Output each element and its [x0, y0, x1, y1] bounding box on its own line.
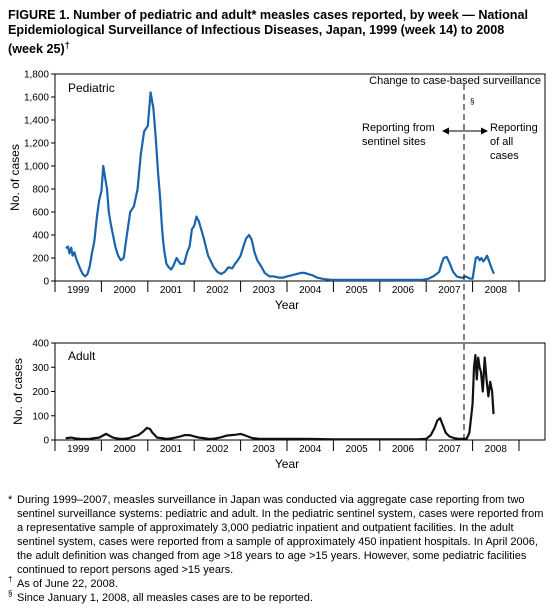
pediatric-y-tick-label: 1,200: [24, 139, 49, 150]
adult-y-tick-label: 100: [32, 411, 49, 422]
pediatric-y-tick-label: 1,800: [24, 70, 49, 81]
change-label: Change to case-based surveillance: [369, 75, 541, 87]
title-line-3-text: (week 25): [8, 42, 65, 57]
pediatric-panel: 0 200 400 600 800 1,000 1,200 1,400 1,600 1,800 19…: [8, 70, 546, 312]
adult-panel-label: Adult: [68, 349, 96, 363]
adult-x-tick-label: 1999: [67, 444, 90, 455]
reporting-arrow-right-head: [481, 127, 488, 135]
adult-x-tick-label: 2000: [113, 444, 136, 455]
adult-y-tick-label: 0: [43, 436, 49, 447]
footnotes: * During 1999–2007, measles surveillance…: [8, 493, 548, 605]
adult-x-tick-label: 2006: [392, 444, 415, 455]
title-dagger-mark: †: [64, 40, 70, 50]
pediatric-y-tick-label: 1,400: [24, 116, 49, 127]
pediatric-plot-frame: [54, 73, 546, 282]
adult-plot-frame: [54, 342, 546, 441]
adult-panel: 0 100 200 300 400 1999 2000 2001 2002 2003 2004 200…: [11, 339, 546, 471]
footnote-1: * During 1999–2007, measles surveillance…: [8, 493, 548, 577]
pediatric-x-tick-label: 2005: [345, 285, 368, 296]
pediatric-x-tick-label: 2001: [160, 285, 183, 296]
pediatric-y-tick-label: 800: [32, 185, 49, 196]
footnote-1-mark: *: [8, 494, 13, 506]
pediatric-y-tick-label: 400: [32, 231, 49, 242]
pediatric-x-tick-label: 2008: [485, 285, 508, 296]
footnote-3-text: Since January 1, 2008, all measles cases…: [17, 592, 313, 604]
adult-y-axis-title: No. of cases: [11, 358, 25, 425]
title-line-3: (week 25)†: [8, 38, 550, 57]
left-arrow-label-1: Reporting from: [362, 122, 435, 134]
reporting-arrow-left-head: [442, 127, 449, 135]
right-arrow-label-2: of all: [490, 136, 513, 148]
adult-y-tick-label: 400: [32, 339, 49, 350]
adult-y-tick-label: 300: [32, 363, 49, 374]
adult-x-tick-label: 2008: [485, 444, 508, 455]
pediatric-x-axis-title: Year: [275, 298, 299, 312]
surveillance-change-annotation: Change to case-based surveillance § Repo…: [362, 75, 541, 441]
pediatric-panel-label: Pediatric: [68, 81, 115, 95]
adult-x-tick-label: 2004: [299, 444, 322, 455]
pediatric-x-tick-label: 2006: [392, 285, 415, 296]
footnote-1-text: During 1999–2007, measles surveillance i…: [17, 494, 544, 576]
pediatric-y-axis-title: No. of cases: [8, 144, 22, 211]
adult-x-tick-label: 2007: [438, 444, 461, 455]
pediatric-y-tick-label: 1,000: [24, 162, 49, 173]
title-line-2: Epidemiological Surveillance of Infectio…: [8, 23, 505, 37]
footnote-2: † As of June 22, 2008.: [8, 575, 118, 591]
pediatric-x-tick-label: 2000: [113, 285, 136, 296]
pediatric-series-line: [65, 91, 495, 281]
title-line-1: FIGURE 1. Number of pediatric and adult*…: [8, 8, 528, 22]
pediatric-x-tick-label: 2002: [206, 285, 229, 296]
pediatric-x-tick-label: 2004: [299, 285, 322, 296]
pediatric-y-tick-label: 200: [32, 254, 49, 265]
pediatric-x-tick-label: 2003: [253, 285, 276, 296]
pediatric-y-tick-label: 0: [43, 277, 49, 288]
pediatric-y-tick-label: 600: [32, 208, 49, 219]
adult-x-tick-label: 2003: [253, 444, 276, 455]
figure-title: FIGURE 1. Number of pediatric and adult*…: [8, 8, 550, 57]
pediatric-y-tick-label: 1,600: [24, 93, 49, 104]
right-arrow-label-1: Reporting: [490, 122, 538, 134]
adult-x-tick-label: 2005: [345, 444, 368, 455]
footnote-2-text: As of June 22, 2008.: [17, 578, 118, 590]
adult-x-tick-label: 2002: [206, 444, 229, 455]
right-arrow-label-3: cases: [490, 150, 519, 162]
adult-y-tick-label: 200: [32, 387, 49, 398]
adult-series-line: [65, 354, 495, 441]
footnote-3: § Since January 1, 2008, all measles cas…: [8, 589, 313, 605]
adult-x-axis-title: Year: [275, 457, 299, 471]
section-mark: §: [470, 97, 474, 106]
adult-x-tick-label: 2001: [160, 444, 183, 455]
pediatric-x-tick-label: 1999: [67, 285, 90, 296]
left-arrow-label-2: sentinel sites: [362, 136, 426, 148]
pediatric-x-tick-label: 2007: [438, 285, 461, 296]
